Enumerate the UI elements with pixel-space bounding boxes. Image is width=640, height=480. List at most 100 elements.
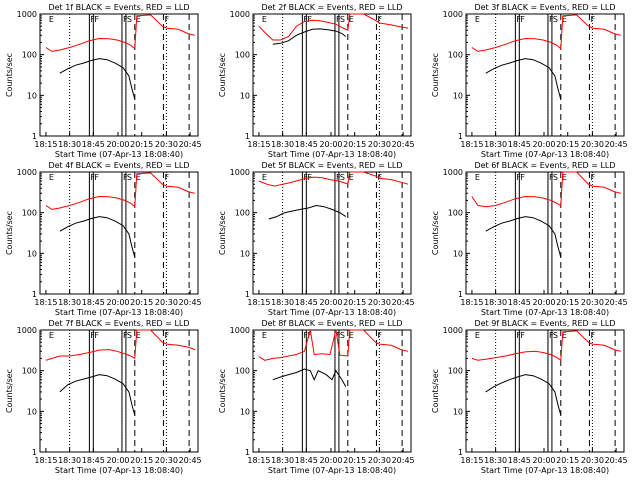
y-tick-label: 10 bbox=[27, 407, 37, 416]
event-marker-letter: F bbox=[549, 173, 554, 182]
x-axis-label: Start Time (07-Apr-13 18:08:40) bbox=[55, 308, 183, 317]
y-tick-label: 100 bbox=[22, 51, 37, 60]
x-tick-label: 20:15 bbox=[130, 456, 153, 465]
x-tick-label: 20:45 bbox=[605, 298, 628, 307]
x-axis-label: Start Time (07-Apr-13 18:08:40) bbox=[268, 308, 396, 317]
y-tick-label: 1 bbox=[245, 132, 250, 141]
event-marker-letter: F bbox=[123, 331, 128, 340]
panel-title: Det 5f BLACK = Events, RED = LLD bbox=[261, 161, 402, 170]
plot-frame bbox=[252, 13, 412, 137]
y-tick-label: 10 bbox=[240, 407, 250, 416]
y-axis-label: Counts/sec bbox=[5, 53, 14, 97]
event-marker-letter: E bbox=[475, 173, 480, 182]
y-tick-label: 1 bbox=[458, 290, 463, 299]
x-tick-label: 20:15 bbox=[556, 140, 579, 149]
event-marker-letter: F bbox=[336, 15, 341, 24]
x-axis-label: Start Time (07-Apr-13 18:08:40) bbox=[481, 466, 609, 475]
event-marker-letter: F bbox=[516, 173, 521, 182]
x-tick-label: 20:15 bbox=[130, 298, 153, 307]
x-tick-label: 20:00 bbox=[319, 298, 342, 307]
x-tick-label: 20:30 bbox=[368, 456, 391, 465]
x-axis-label: Start Time (07-Apr-13 18:08:40) bbox=[481, 150, 609, 159]
event-marker-letter: F bbox=[377, 331, 382, 340]
x-tick-label: 20:45 bbox=[179, 298, 202, 307]
x-tick-label: 18:30 bbox=[58, 140, 81, 149]
y-tick-label: 1 bbox=[458, 132, 463, 141]
event-marker-letter: F bbox=[516, 331, 521, 340]
event-marker-letter: E bbox=[475, 331, 480, 340]
event-marker-letter: F bbox=[164, 331, 169, 340]
x-tick-label: 18:30 bbox=[271, 140, 294, 149]
x-tick-label: 20:15 bbox=[343, 140, 366, 149]
event-marker-letter: S bbox=[340, 331, 345, 340]
event-marker-letter: F bbox=[94, 15, 99, 24]
x-axis-label: Start Time (07-Apr-13 18:08:40) bbox=[268, 150, 396, 159]
event-marker-letter: F bbox=[307, 15, 312, 24]
y-axis-label: Counts/sec bbox=[431, 53, 440, 97]
x-tick-label: 18:30 bbox=[271, 456, 294, 465]
x-tick-label: 20:00 bbox=[532, 456, 555, 465]
panel-title: Det 6f BLACK = Events, RED = LLD bbox=[474, 161, 615, 170]
lld-series-line bbox=[471, 171, 622, 208]
event-marker-letter: F bbox=[590, 331, 595, 340]
event-marker-letter: E bbox=[262, 15, 267, 24]
event-marker-letter: E bbox=[349, 331, 354, 340]
x-axis-label: Start Time (07-Apr-13 18:08:40) bbox=[481, 308, 609, 317]
x-tick-label: 18:30 bbox=[58, 298, 81, 307]
lld-series-line bbox=[471, 14, 622, 52]
x-tick-label: 18:45 bbox=[82, 298, 105, 307]
x-tick-label: 18:45 bbox=[82, 140, 105, 149]
x-tick-label: 20:30 bbox=[581, 140, 604, 149]
x-tick-label: 20:45 bbox=[392, 298, 415, 307]
event-marker-letter: F bbox=[520, 15, 525, 24]
event-marker-letter: E bbox=[136, 331, 141, 340]
x-tick-label: 20:15 bbox=[343, 456, 366, 465]
event-marker-letter: S bbox=[340, 173, 345, 182]
event-marker-letter: E bbox=[562, 331, 567, 340]
event-marker-letter: F bbox=[303, 173, 308, 182]
event-marker-letter: E bbox=[262, 331, 267, 340]
panel-title: Det 4f BLACK = Events, RED = LLD bbox=[48, 161, 189, 170]
y-tick-label: 1 bbox=[458, 448, 463, 457]
event-marker-letter: F bbox=[516, 15, 521, 24]
x-axis-label: Start Time (07-Apr-13 18:08:40) bbox=[55, 466, 183, 475]
event-marker-letter: E bbox=[349, 15, 354, 24]
lld-series-line bbox=[258, 329, 409, 361]
y-tick-label: 100 bbox=[448, 209, 463, 218]
event-marker-letter: E bbox=[49, 173, 54, 182]
event-marker-letter: E bbox=[49, 15, 54, 24]
event-marker-letter: F bbox=[123, 15, 128, 24]
x-tick-label: 18:30 bbox=[484, 456, 507, 465]
event-marker-letter: E bbox=[562, 15, 567, 24]
x-tick-label: 20:00 bbox=[532, 298, 555, 307]
event-marker-letter: F bbox=[90, 331, 95, 340]
panel-3: Det 3f BLACK = Events, RED = LLD 1 10 100 10… bbox=[431, 3, 628, 159]
event-marker-letter: F bbox=[94, 331, 99, 340]
x-tick-label: 20:30 bbox=[155, 456, 178, 465]
y-axis-label: Counts/sec bbox=[431, 211, 440, 255]
x-tick-label: 18:45 bbox=[295, 140, 318, 149]
x-tick-label: 18:30 bbox=[271, 298, 294, 307]
event-marker-letter: F bbox=[520, 331, 525, 340]
panel-9: Det 9f BLACK = Events, RED = LLD 1 10 100 10… bbox=[431, 319, 628, 475]
x-tick-label: 18:15 bbox=[460, 298, 483, 307]
y-tick-label: 100 bbox=[235, 209, 250, 218]
event-marker-letter: F bbox=[590, 173, 595, 182]
x-tick-label: 20:30 bbox=[581, 456, 604, 465]
y-axis-label: Counts/sec bbox=[431, 369, 440, 413]
event-marker-letter: F bbox=[303, 15, 308, 24]
event-marker-letter: F bbox=[90, 15, 95, 24]
panel-title: Det 1f BLACK = Events, RED = LLD bbox=[48, 3, 189, 12]
x-tick-label: 18:15 bbox=[34, 456, 57, 465]
x-tick-label: 18:30 bbox=[484, 298, 507, 307]
plot-frame bbox=[39, 171, 199, 295]
x-tick-label: 20:30 bbox=[368, 298, 391, 307]
event-marker-letter: E bbox=[136, 173, 141, 182]
x-tick-label: 18:15 bbox=[460, 456, 483, 465]
event-marker-letter: F bbox=[336, 173, 341, 182]
x-tick-label: 18:45 bbox=[508, 140, 531, 149]
events-series-line bbox=[268, 204, 347, 220]
y-tick-label: 100 bbox=[448, 367, 463, 376]
event-marker-letter: F bbox=[520, 173, 525, 182]
y-axis-label: Counts/sec bbox=[5, 211, 14, 255]
